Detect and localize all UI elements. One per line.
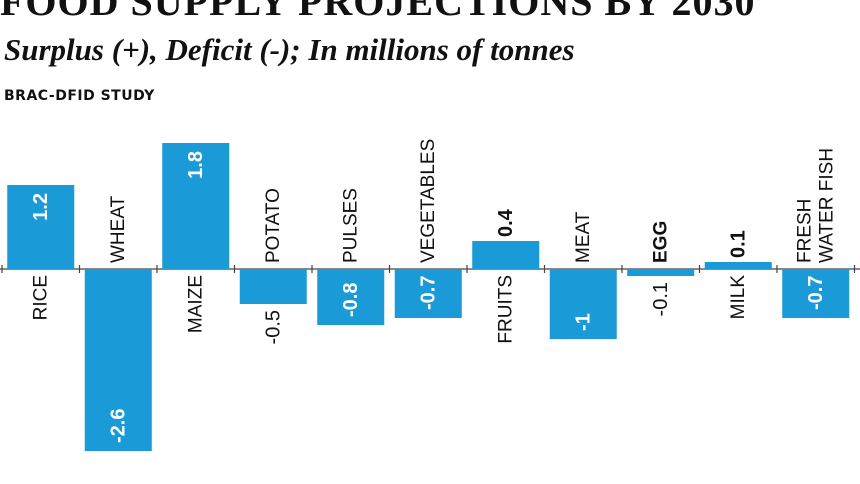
data-label: -0.7 — [805, 276, 827, 310]
category-label: WHEAT — [108, 195, 129, 263]
source-label: BRAC-DFID STUDY — [4, 88, 155, 104]
data-label: -0.7 — [417, 276, 439, 310]
category-label: MILK — [728, 275, 749, 320]
data-label: -0.5 — [262, 310, 284, 344]
data-label: -2.6 — [107, 409, 129, 443]
bar-10 — [782, 269, 850, 318]
data-label: -0.8 — [340, 283, 362, 317]
chart-title: FOOD SUPPLY PROJECTIONS BY 2030 — [0, 0, 756, 24]
bar-1 — [84, 269, 152, 451]
data-label: -0.1 — [650, 282, 672, 316]
category-label: FRESH — [794, 199, 815, 263]
bar-8 — [627, 269, 695, 276]
category-label: POTATO — [263, 188, 284, 263]
data-label: 0.4 — [495, 208, 517, 237]
category-label: MAIZE — [185, 275, 206, 333]
bar-3 — [239, 269, 307, 304]
category-label: EGG — [650, 221, 671, 263]
category-label: FRUITS — [495, 275, 516, 344]
bar-5 — [394, 269, 462, 318]
data-label: 1.8 — [185, 151, 207, 179]
bar-0 — [7, 185, 75, 269]
data-label: 0.1 — [727, 230, 749, 258]
category-label: RICE — [30, 275, 51, 320]
category-label: WATER FISH — [816, 148, 837, 263]
bar-6 — [472, 241, 540, 269]
bar-4 — [317, 269, 385, 325]
bar-7 — [549, 269, 617, 339]
data-label: 1.2 — [30, 193, 52, 221]
category-label: MEAT — [573, 211, 594, 263]
category-label: PULSES — [340, 188, 361, 263]
chart-subtitle: Surplus (+), Deficit (-); In millions of… — [4, 32, 575, 67]
bar-9 — [704, 262, 772, 269]
category-label: VEGETABLES — [418, 139, 439, 263]
data-label: -1 — [572, 313, 594, 331]
bar-2 — [162, 143, 230, 269]
